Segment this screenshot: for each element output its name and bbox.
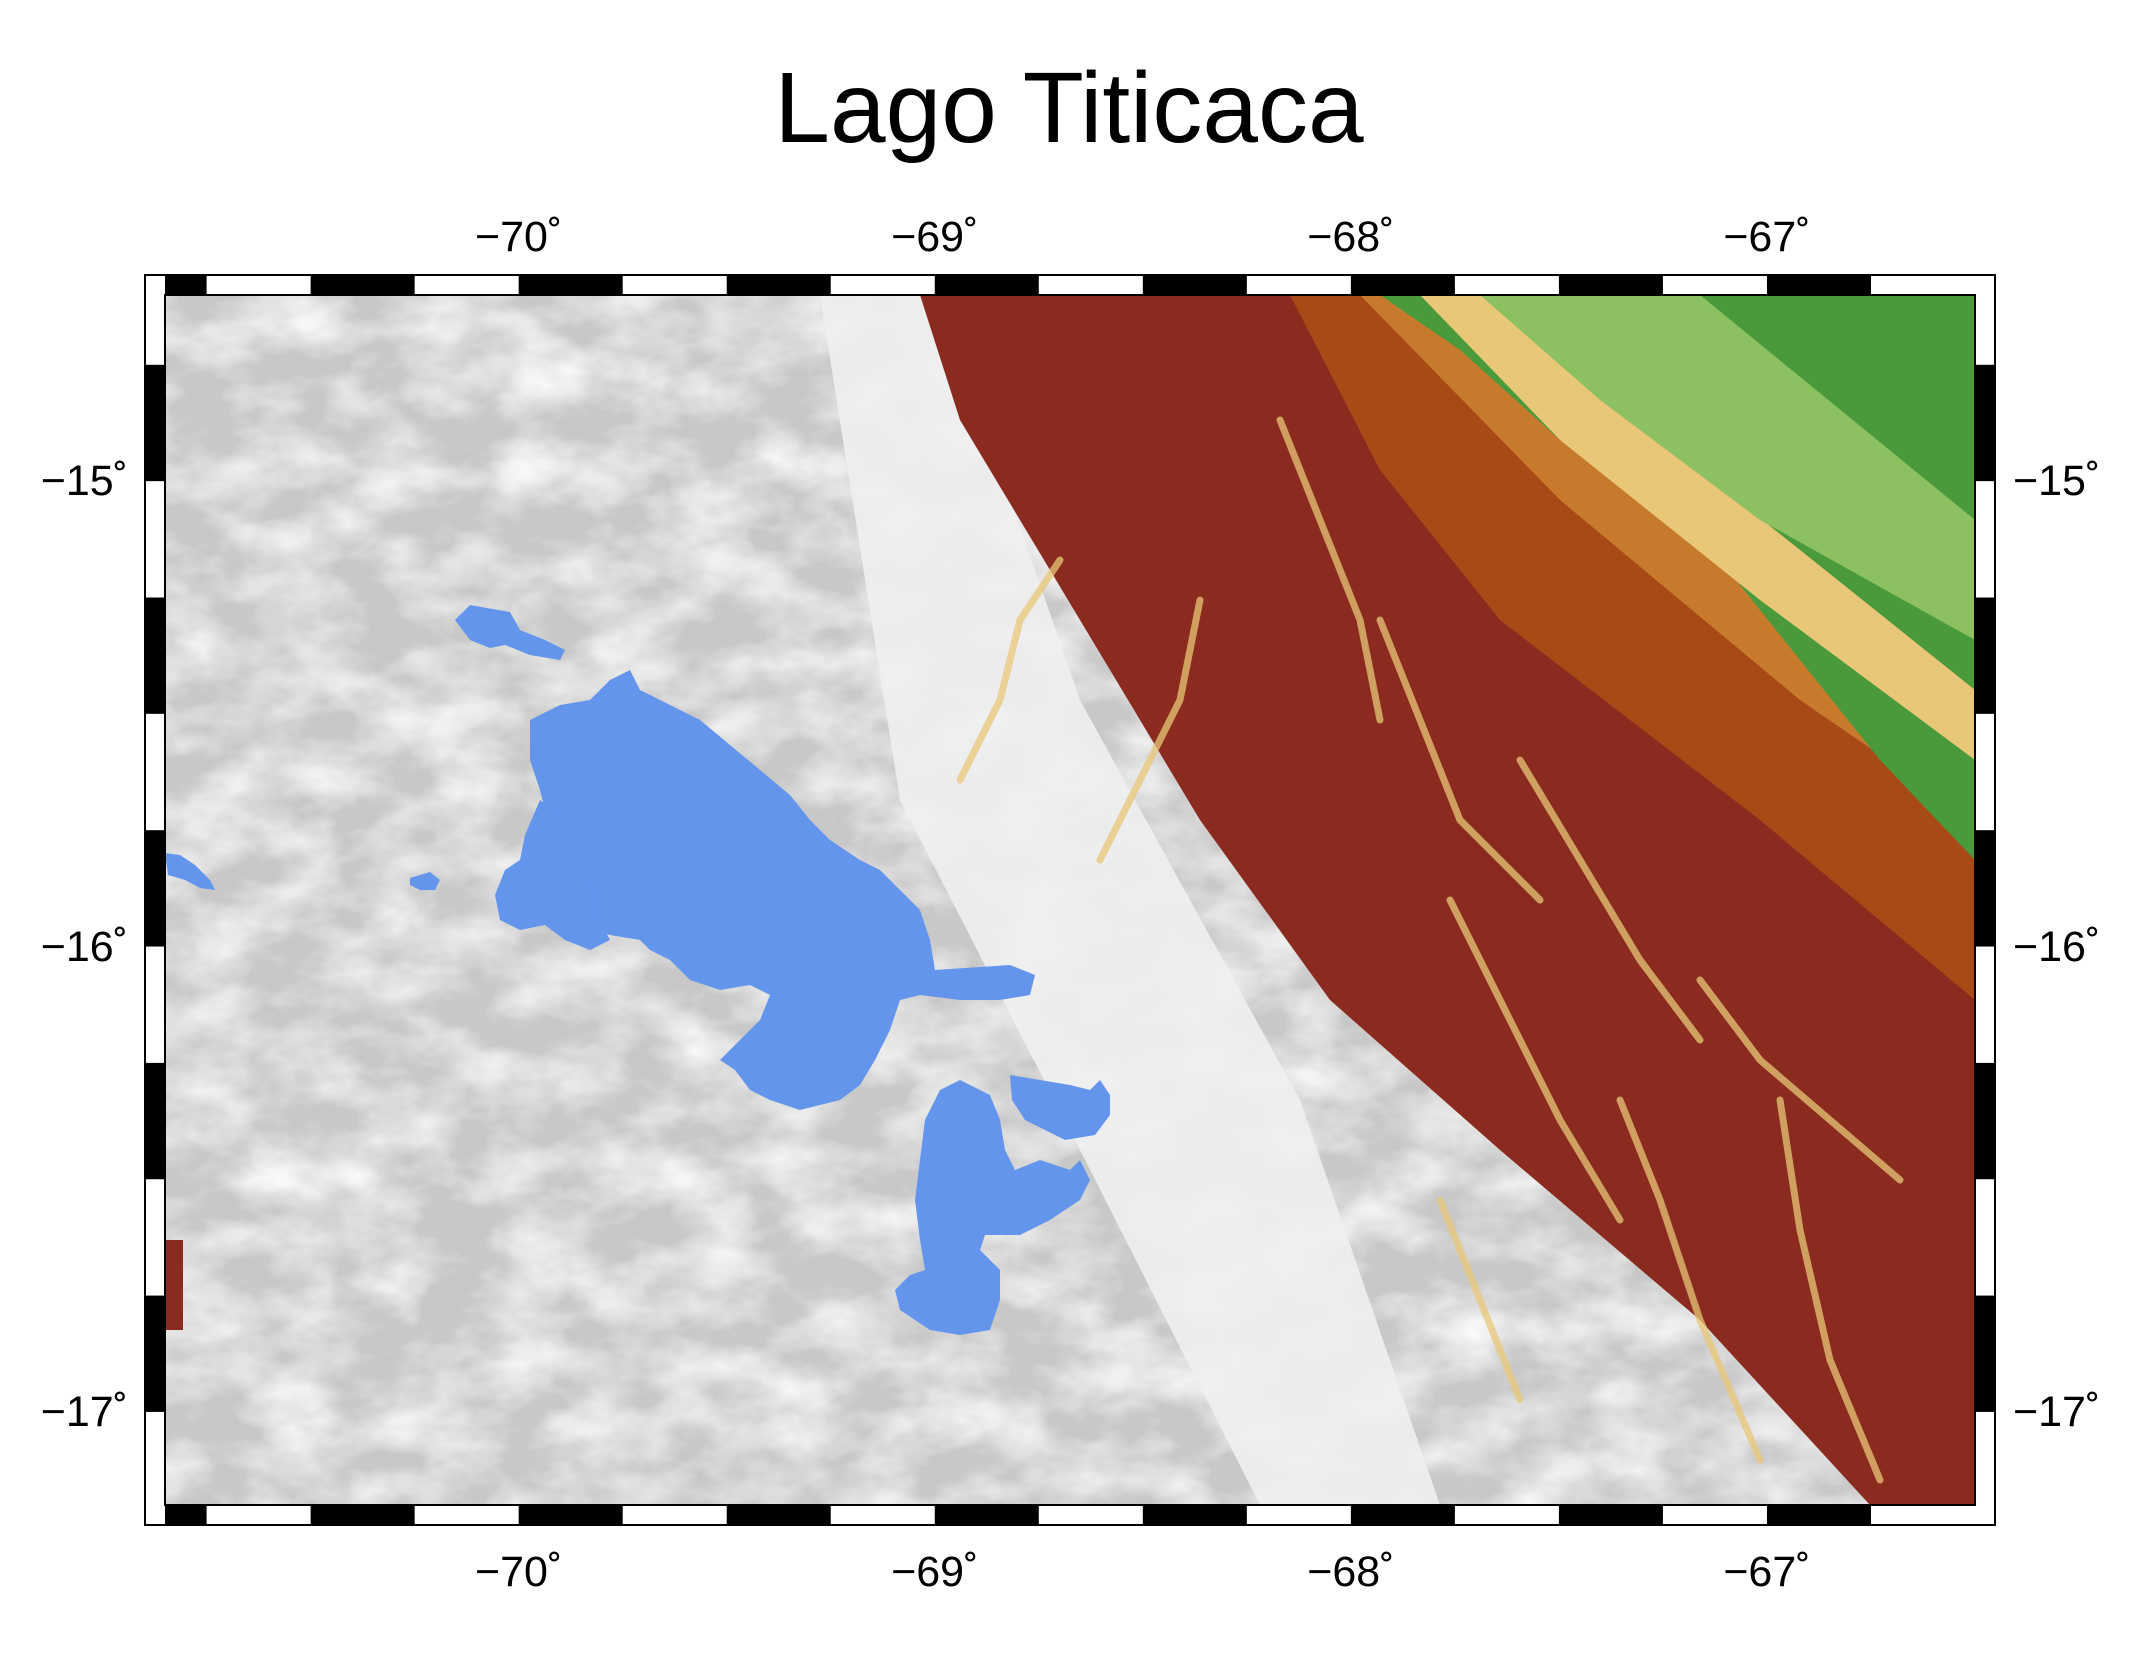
frame-checker-bottom bbox=[165, 1505, 207, 1525]
lat-label-left: −17˚ bbox=[40, 1387, 128, 1436]
relief-raster bbox=[165, 295, 1975, 1505]
frame-checker-top bbox=[165, 275, 207, 295]
lake-puno-bay bbox=[495, 800, 610, 950]
frame-checker-top bbox=[1766, 275, 1871, 295]
frame-checker-bottom bbox=[1142, 1505, 1247, 1525]
frame-checker-right bbox=[1975, 830, 1995, 947]
frame-checker-bottom bbox=[726, 1505, 831, 1525]
frame-checker-right bbox=[1975, 597, 1995, 714]
frame-checker-top bbox=[726, 275, 831, 295]
lat-label-right: −16˚ bbox=[2013, 922, 2101, 971]
lake-wiñaymarka bbox=[895, 1080, 1090, 1335]
lon-label-top: −67˚ bbox=[1723, 213, 1811, 261]
frame-checker-left bbox=[145, 597, 165, 714]
frame-checker-top bbox=[518, 275, 623, 295]
lat-label-left: −15˚ bbox=[40, 457, 128, 506]
frame-checker-left bbox=[145, 1295, 165, 1412]
frame-checker-top bbox=[1558, 275, 1663, 295]
lowland-light-green-band bbox=[1480, 295, 1975, 640]
frame-checker-right bbox=[1975, 364, 1995, 482]
frame-checker-bottom bbox=[310, 1505, 415, 1525]
frame-checker-top bbox=[1350, 275, 1455, 295]
frame-checker-right bbox=[1975, 1295, 1995, 1412]
lake-edge-islet bbox=[165, 853, 215, 890]
river-valleys bbox=[956, 416, 1904, 1484]
foothill-tan-band bbox=[1420, 295, 1975, 760]
lon-label-bottom: −67˚ bbox=[1723, 1548, 1811, 1596]
lon-label-top: −70˚ bbox=[475, 213, 563, 261]
frame-checker-top bbox=[1142, 275, 1247, 295]
foothills bbox=[1360, 295, 1975, 820]
frame-checker-bottom bbox=[1350, 1505, 1455, 1525]
frame-checker-right bbox=[1975, 1062, 1995, 1180]
frame-checker-left bbox=[145, 830, 165, 947]
frame-checker-top bbox=[310, 275, 415, 295]
lon-label-bottom: −69˚ bbox=[891, 1548, 979, 1596]
lat-label-right: −15˚ bbox=[2013, 457, 2101, 506]
map-title: Lago Titicaca bbox=[774, 52, 1364, 164]
frame-checker-bottom bbox=[1766, 1505, 1871, 1525]
lake-north-islet bbox=[455, 605, 565, 660]
frame-checker-top bbox=[934, 275, 1039, 295]
lon-label-top: −68˚ bbox=[1307, 213, 1395, 261]
western-cordillera-band bbox=[820, 295, 1440, 1505]
western-red-patch bbox=[165, 1240, 183, 1330]
lat-label-right: −17˚ bbox=[2013, 1387, 2101, 1436]
frame-checker-bottom bbox=[1558, 1505, 1663, 1525]
lon-label-bottom: −70˚ bbox=[475, 1548, 563, 1596]
lake-east-arm bbox=[1010, 1075, 1110, 1140]
lake-west-islet bbox=[410, 872, 440, 890]
lat-label-left: −16˚ bbox=[40, 922, 128, 971]
lake-titicaca bbox=[165, 605, 1110, 1335]
frame-checker-left bbox=[145, 1062, 165, 1180]
frame-checker-bottom bbox=[934, 1505, 1039, 1525]
lake-chucuito-basin bbox=[530, 670, 1035, 1110]
lon-label-top: −69˚ bbox=[891, 213, 979, 261]
frame-checker-left bbox=[145, 364, 165, 482]
lon-label-bottom: −68˚ bbox=[1307, 1548, 1395, 1596]
eastern-slopes bbox=[1290, 295, 1975, 1000]
frame-checker-bottom bbox=[518, 1505, 623, 1525]
map-frame bbox=[144, 274, 1996, 1526]
